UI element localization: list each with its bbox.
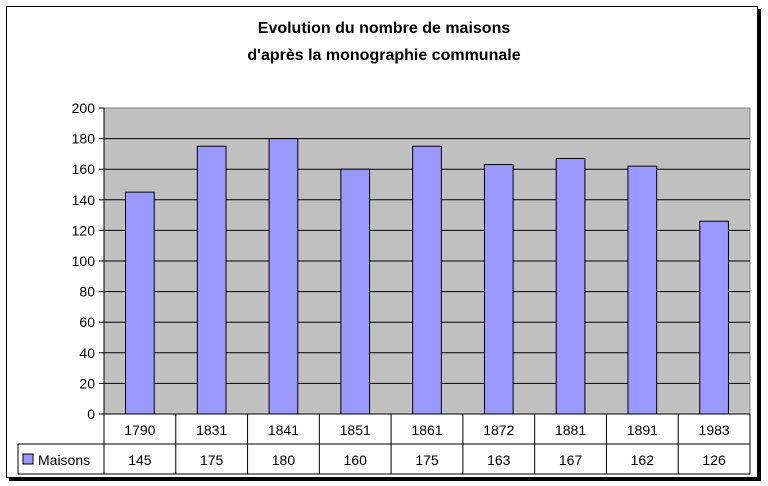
table-value-cell: 160 bbox=[344, 452, 368, 468]
y-tick-label: 60 bbox=[79, 314, 95, 330]
y-tick-label: 120 bbox=[72, 222, 96, 238]
table-value-cell: 175 bbox=[200, 452, 224, 468]
bar-1831 bbox=[196, 145, 227, 415]
legend-series-name: Maisons bbox=[38, 452, 90, 468]
bar-1841 bbox=[268, 138, 299, 415]
x-category-label: 1881 bbox=[555, 422, 586, 438]
bar-1861 bbox=[412, 145, 442, 415]
bar-1872 bbox=[483, 164, 514, 415]
y-tick-label: 80 bbox=[79, 284, 95, 300]
x-category-label: 1790 bbox=[124, 422, 155, 438]
chart-title-line-1: Evolution du nombre de maisons bbox=[258, 20, 511, 37]
x-category-label: 1983 bbox=[699, 422, 730, 438]
table-value-cell: 162 bbox=[631, 452, 655, 468]
bars bbox=[125, 138, 729, 415]
x-category-label: 1841 bbox=[268, 422, 299, 438]
y-tick-label: 20 bbox=[79, 375, 95, 391]
x-category-label: 1861 bbox=[411, 422, 442, 438]
y-tick-label: 40 bbox=[79, 345, 95, 361]
chart-title-line-2: d'après la monographie communale bbox=[247, 47, 520, 64]
x-category-label: 1891 bbox=[627, 422, 658, 438]
bar-1891 bbox=[627, 165, 658, 415]
y-tick-label: 0 bbox=[87, 406, 95, 422]
x-category-label: 1831 bbox=[196, 422, 227, 438]
bar-1983 bbox=[699, 220, 729, 415]
table-value-cell: 180 bbox=[272, 452, 296, 468]
table-value-cell: 126 bbox=[702, 452, 726, 468]
legend-swatch bbox=[22, 453, 34, 465]
table-value-cell: 167 bbox=[559, 452, 583, 468]
y-tick-label: 180 bbox=[72, 131, 96, 147]
x-category-label: 1872 bbox=[483, 422, 514, 438]
x-category-label: 1851 bbox=[340, 422, 371, 438]
y-tick-label: 200 bbox=[72, 100, 96, 116]
bar-1881 bbox=[555, 157, 586, 415]
table-value-cell: 175 bbox=[415, 452, 439, 468]
bar-1790 bbox=[125, 191, 155, 415]
y-tick-label: 100 bbox=[72, 253, 96, 269]
y-tick-label: 140 bbox=[72, 192, 96, 208]
bar-1851 bbox=[340, 168, 371, 415]
y-tick-label: 160 bbox=[72, 161, 96, 177]
data-table: 1790 145 1831 175 1841 180 1851 160 1861 175 1872 1… bbox=[17, 414, 751, 475]
table-value-cell: 145 bbox=[128, 452, 152, 468]
table-value-cell: 163 bbox=[487, 452, 511, 468]
